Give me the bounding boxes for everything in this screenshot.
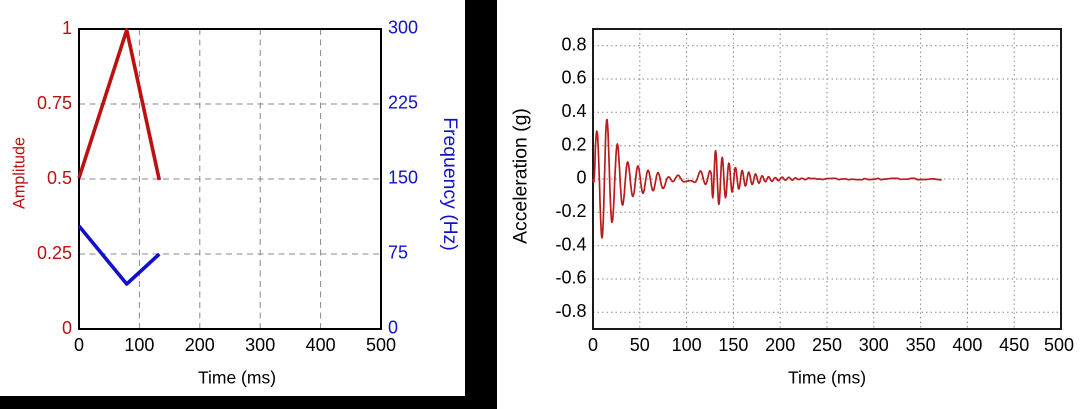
svg-text:300: 300 (245, 335, 275, 355)
svg-text:300: 300 (859, 335, 889, 355)
svg-text:0.2: 0.2 (561, 134, 586, 154)
svg-text:Acceleration (g): Acceleration (g) (509, 108, 531, 244)
svg-text:0: 0 (74, 335, 84, 355)
svg-text:250: 250 (812, 335, 842, 355)
svg-text:350: 350 (906, 335, 936, 355)
svg-text:500: 500 (366, 335, 396, 355)
svg-text:1: 1 (62, 18, 72, 38)
svg-text:Time (ms): Time (ms) (788, 368, 866, 388)
svg-text:300: 300 (388, 18, 418, 38)
svg-text:0.75: 0.75 (37, 93, 72, 113)
svg-text:-0.4: -0.4 (555, 234, 586, 254)
svg-text:-0.2: -0.2 (555, 201, 586, 221)
svg-text:200: 200 (765, 335, 795, 355)
svg-text:500: 500 (1044, 335, 1074, 355)
svg-text:150: 150 (388, 168, 418, 188)
svg-text:200: 200 (185, 335, 215, 355)
svg-text:Time (ms): Time (ms) (198, 368, 276, 388)
svg-text:0: 0 (388, 318, 398, 338)
svg-text:100: 100 (672, 335, 702, 355)
svg-text:225: 225 (388, 93, 418, 113)
svg-text:0.5: 0.5 (47, 168, 72, 188)
svg-text:0: 0 (576, 168, 586, 188)
svg-text:50: 50 (630, 335, 650, 355)
svg-text:150: 150 (718, 335, 748, 355)
svg-text:-0.8: -0.8 (555, 301, 586, 321)
svg-text:-0.6: -0.6 (555, 268, 586, 288)
svg-text:0.8: 0.8 (561, 34, 586, 54)
svg-text:400: 400 (952, 335, 982, 355)
svg-text:100: 100 (124, 335, 154, 355)
svg-text:Amplitude: Amplitude (11, 137, 29, 209)
svg-text:0: 0 (588, 335, 598, 355)
svg-text:0.4: 0.4 (561, 101, 586, 121)
svg-text:450: 450 (999, 335, 1029, 355)
svg-text:0.6: 0.6 (561, 68, 586, 88)
svg-text:0.25: 0.25 (37, 243, 72, 263)
svg-text:Frequency (Hz): Frequency (Hz) (439, 117, 461, 251)
svg-text:75: 75 (388, 243, 408, 263)
svg-text:400: 400 (306, 335, 336, 355)
svg-text:0: 0 (62, 318, 72, 338)
